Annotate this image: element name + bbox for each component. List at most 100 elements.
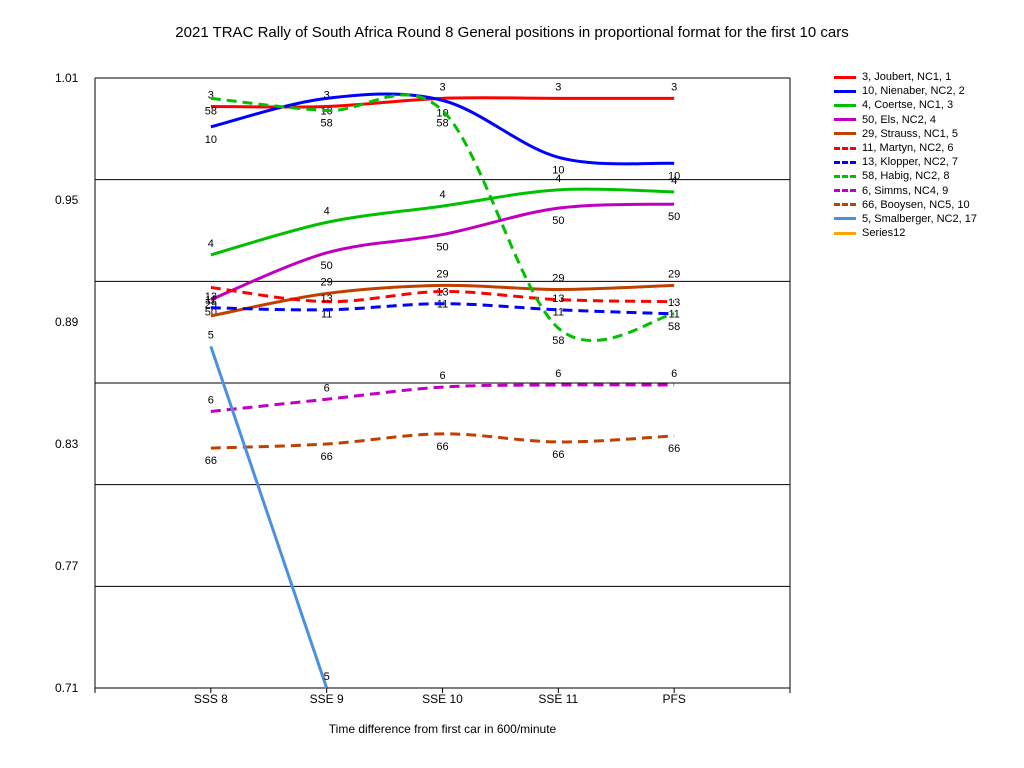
data-label: 66 bbox=[668, 443, 680, 455]
legend-item: 58, Habig, NC2, 8 bbox=[834, 169, 977, 183]
data-label: 4 bbox=[439, 189, 445, 201]
y-tick-label: 1.01 bbox=[55, 71, 79, 85]
data-label: 4 bbox=[324, 205, 330, 217]
legend-item: 13, Klopper, NC2, 7 bbox=[834, 155, 977, 169]
data-label: 4 bbox=[671, 175, 677, 187]
data-label: 3 bbox=[671, 81, 677, 93]
data-label: 4 bbox=[555, 173, 561, 185]
legend: 3, Joubert, NC1, 1 10, Nienaber, NC2, 2 4,… bbox=[834, 70, 977, 240]
y-tick-label: 0.89 bbox=[55, 315, 79, 329]
data-label: 6 bbox=[555, 368, 561, 380]
legend-swatch bbox=[834, 174, 856, 178]
data-label: 3 bbox=[324, 89, 330, 101]
series-line-9 bbox=[210, 432, 675, 450]
series-line-1 bbox=[210, 92, 675, 166]
data-label: 10 bbox=[436, 107, 448, 119]
data-label: 58 bbox=[205, 105, 217, 117]
y-tick-label: 0.83 bbox=[55, 437, 79, 451]
legend-swatch bbox=[834, 89, 856, 93]
legend-swatch bbox=[834, 75, 856, 79]
x-tick-label: SSE 9 bbox=[310, 692, 344, 706]
data-label: 58 bbox=[321, 118, 333, 130]
data-label: 50 bbox=[552, 215, 564, 227]
data-label: 10 bbox=[552, 164, 564, 176]
legend-label: 50, Els, NC2, 4 bbox=[862, 113, 936, 126]
legend-swatch bbox=[834, 217, 856, 221]
data-label: 66 bbox=[436, 441, 448, 453]
data-label: 50 bbox=[321, 260, 333, 272]
legend-label: 58, Habig, NC2, 8 bbox=[862, 170, 950, 183]
data-label: 29 bbox=[552, 272, 564, 284]
data-label: 13 bbox=[436, 287, 448, 299]
data-label: 11 bbox=[205, 294, 216, 306]
data-label: 50 bbox=[668, 211, 680, 223]
legend-item: 4, Coertse, NC1, 3 bbox=[834, 98, 977, 112]
data-label: 29 bbox=[321, 277, 333, 289]
data-label: 6 bbox=[671, 368, 677, 380]
data-label: 6 bbox=[208, 394, 214, 406]
data-label: 58 bbox=[552, 335, 564, 347]
legend-swatch bbox=[834, 160, 856, 164]
legend-label: Series12 bbox=[862, 227, 906, 240]
series-line-7 bbox=[210, 93, 675, 342]
legend-label: 4, Coertse, NC1, 3 bbox=[862, 99, 954, 112]
x-tick-label: PFS bbox=[662, 692, 685, 706]
series-line-10 bbox=[209, 345, 329, 689]
data-label: 10 bbox=[205, 134, 217, 146]
data-label: 58 bbox=[668, 321, 680, 333]
data-label: 13 bbox=[205, 291, 217, 303]
data-label: 3 bbox=[439, 81, 445, 93]
data-label: 4 bbox=[208, 238, 214, 250]
x-tick-label: SSE 10 bbox=[422, 692, 463, 706]
legend-label: 6, Simms, NC4, 9 bbox=[862, 184, 949, 197]
series-line-6 bbox=[210, 302, 675, 316]
data-label: 10 bbox=[668, 170, 680, 182]
legend-swatch bbox=[834, 118, 856, 122]
legend-label: 10, Nienaber, NC2, 2 bbox=[862, 85, 965, 98]
legend-label: 29, Strauss, NC1, 5 bbox=[862, 127, 958, 140]
y-tick-label: 0.95 bbox=[55, 193, 79, 207]
legend-swatch bbox=[834, 189, 856, 193]
series-line-3 bbox=[210, 202, 675, 302]
legend-item: 50, Els, NC2, 4 bbox=[834, 113, 977, 127]
y-tick-label: 0.77 bbox=[55, 559, 79, 573]
data-label: 5 bbox=[208, 329, 214, 341]
data-label: 66 bbox=[205, 455, 217, 467]
legend-swatch bbox=[834, 231, 856, 235]
data-label: 11 bbox=[321, 309, 332, 321]
legend-item: 6, Simms, NC4, 9 bbox=[834, 184, 977, 198]
series-line-2 bbox=[210, 187, 675, 257]
data-label: 3 bbox=[208, 89, 214, 101]
series-line-8 bbox=[210, 383, 675, 413]
data-label: 6 bbox=[439, 370, 445, 382]
data-label: 29 bbox=[668, 268, 680, 280]
series-line-4 bbox=[210, 283, 675, 318]
legend-item: 3, Joubert, NC1, 1 bbox=[834, 70, 977, 84]
chart-title: 2021 TRAC Rally of South Africa Round 8 … bbox=[175, 24, 849, 41]
data-label: 5 bbox=[324, 671, 330, 683]
data-label: 13 bbox=[552, 293, 564, 305]
data-label: 58 bbox=[436, 118, 448, 130]
data-label: 66 bbox=[552, 449, 564, 461]
data-label: 13 bbox=[321, 293, 333, 305]
legend-swatch bbox=[834, 103, 856, 107]
data-label: 6 bbox=[324, 382, 330, 394]
legend-label: 3, Joubert, NC1, 1 bbox=[862, 71, 952, 83]
legend-item: 10, Nienaber, NC2, 2 bbox=[834, 84, 977, 98]
x-axis-title: Time difference from first car in 600/mi… bbox=[328, 722, 557, 736]
legend-item: Series12 bbox=[834, 226, 977, 240]
data-label: 13 bbox=[668, 297, 680, 309]
x-tick-label: SSS 8 bbox=[194, 692, 228, 706]
legend-label: 11, Martyn, NC2, 6 bbox=[862, 141, 954, 154]
data-label: 11 bbox=[553, 307, 564, 319]
legend-item: 5, Smalberger, NC2, 17 bbox=[834, 212, 977, 226]
legend-item: 29, Strauss, NC1, 5 bbox=[834, 127, 977, 141]
legend-item: 66, Booysen, NC5, 10 bbox=[834, 198, 977, 212]
data-label: 50 bbox=[436, 242, 448, 254]
legend-swatch bbox=[834, 203, 856, 207]
y-tick-label: 0.71 bbox=[55, 681, 79, 695]
legend-item: 11, Martyn, NC2, 6 bbox=[834, 141, 977, 155]
legend-swatch bbox=[834, 132, 856, 136]
data-label: 66 bbox=[321, 451, 333, 463]
